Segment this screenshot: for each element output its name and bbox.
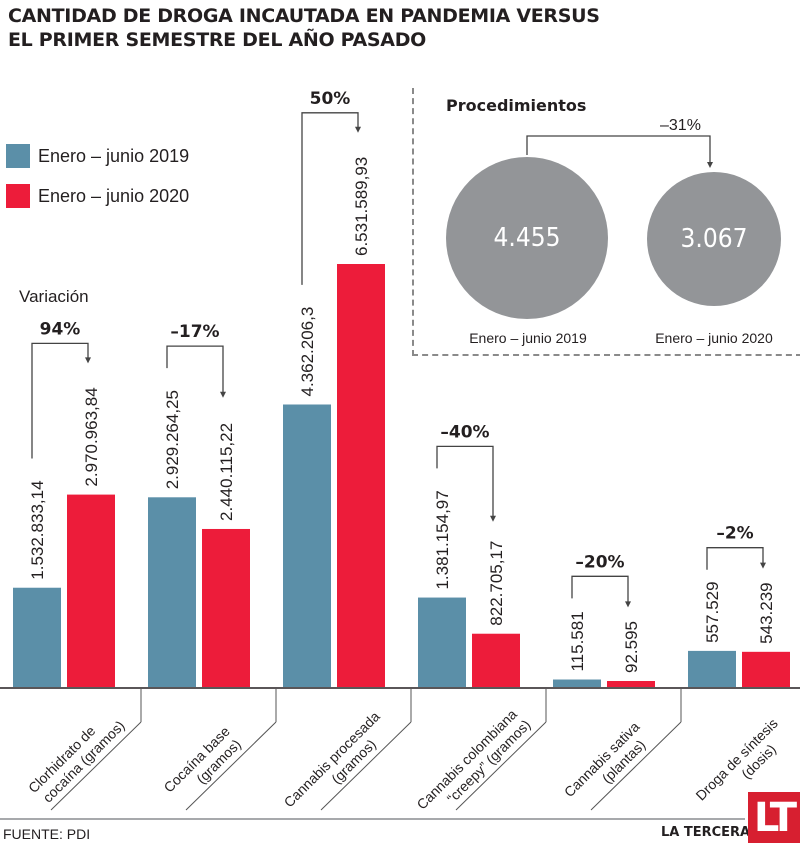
- arrow-head-icon: [490, 515, 496, 522]
- category-separator: [320, 721, 412, 811]
- bar-2020: [67, 494, 115, 687]
- data-label: 2.929.264,25: [163, 390, 182, 489]
- variation-label: –17%: [170, 322, 219, 342]
- bar-2020: [337, 264, 385, 687]
- data-label: 1.532.833,14: [28, 480, 47, 579]
- bar-2019: [418, 597, 466, 687]
- la-tercera-logo: LT: [748, 792, 800, 843]
- arrow-head-icon: [85, 357, 91, 364]
- bar-2019: [13, 587, 61, 687]
- data-label: 2.440.115,22: [217, 423, 236, 521]
- procedimientos-title: Procedimientos: [446, 96, 587, 115]
- data-label: 115.581: [568, 611, 587, 671]
- title-line-1: CANTIDAD DE DROGA INCAUTADA EN PANDEMIA …: [8, 5, 600, 27]
- bar-2019: [553, 679, 601, 687]
- footer-divider: [0, 818, 745, 820]
- data-label: 92.595: [622, 621, 641, 673]
- arrow-head-icon: [220, 391, 226, 398]
- variation-bracket: [31, 342, 89, 459]
- variation-bracket: [706, 547, 764, 570]
- variation-label: 94%: [40, 319, 81, 339]
- arrow-head-icon: [760, 562, 766, 569]
- variation-label: –40%: [440, 422, 489, 442]
- arrow-head-icon: [707, 162, 713, 168]
- procedimientos-variation: –31%: [660, 117, 701, 134]
- category-separator: [50, 721, 142, 811]
- data-label: 4.362.206,3: [298, 307, 317, 397]
- arrow-head-icon: [625, 601, 631, 608]
- variation-bracket: [436, 445, 494, 518]
- variation-bracket: [571, 575, 629, 604]
- data-label: 557.529: [703, 581, 722, 642]
- variation-bracket: [166, 345, 224, 394]
- bar-2019: [148, 497, 196, 687]
- category-separator: [455, 721, 547, 811]
- brand-name: LA TERCERA: [661, 825, 751, 840]
- data-label: 6.531.589,93: [352, 157, 371, 256]
- title-line-2: EL PRIMER SEMESTRE DEL AÑO PASADO: [8, 29, 427, 51]
- legend-swatch-2019: [6, 144, 30, 168]
- category-separator: [185, 721, 277, 811]
- bar-2020: [742, 651, 790, 687]
- legend-item-2019: Enero – junio 2019: [6, 144, 189, 168]
- bar-2020: [472, 633, 520, 687]
- bar-2020: [202, 528, 250, 687]
- data-label: 2.970.963,84: [82, 387, 101, 486]
- data-label: 1.381.154,97: [433, 490, 452, 589]
- variation-label: –2%: [716, 524, 753, 544]
- arrow-head-icon: [355, 126, 361, 133]
- procedimientos-panel: [412, 88, 800, 356]
- category-separator: [590, 721, 682, 811]
- variation-label: –20%: [575, 552, 624, 572]
- variation-label: 50%: [310, 89, 351, 109]
- circle-label-2019: Enero – junio 2019: [469, 330, 587, 346]
- legend-swatch-2020: [6, 184, 30, 208]
- data-label: 543.239: [757, 582, 776, 643]
- circle-2019: 4.455: [446, 157, 608, 319]
- source-note: FUENTE: PDI: [3, 826, 91, 842]
- circle-2020: 3.067: [647, 172, 781, 306]
- bar-2020: [607, 681, 655, 687]
- legend-item-2020: Enero – junio 2020: [6, 184, 189, 208]
- legend-label-2020: Enero – junio 2020: [38, 185, 190, 206]
- chart-title: CANTIDAD DE DROGA INCAUTADA EN PANDEMIA …: [8, 4, 600, 52]
- variation-heading: Variación: [19, 287, 89, 306]
- bracket-line: [526, 135, 711, 164]
- variation-bracket: [301, 112, 359, 285]
- legend-label-2019: Enero – junio 2019: [38, 145, 190, 166]
- bar-2019: [283, 404, 331, 687]
- bar-2019: [688, 650, 736, 687]
- circle-label-2020: Enero – junio 2020: [655, 330, 773, 346]
- data-label: 822.705,17: [487, 541, 506, 626]
